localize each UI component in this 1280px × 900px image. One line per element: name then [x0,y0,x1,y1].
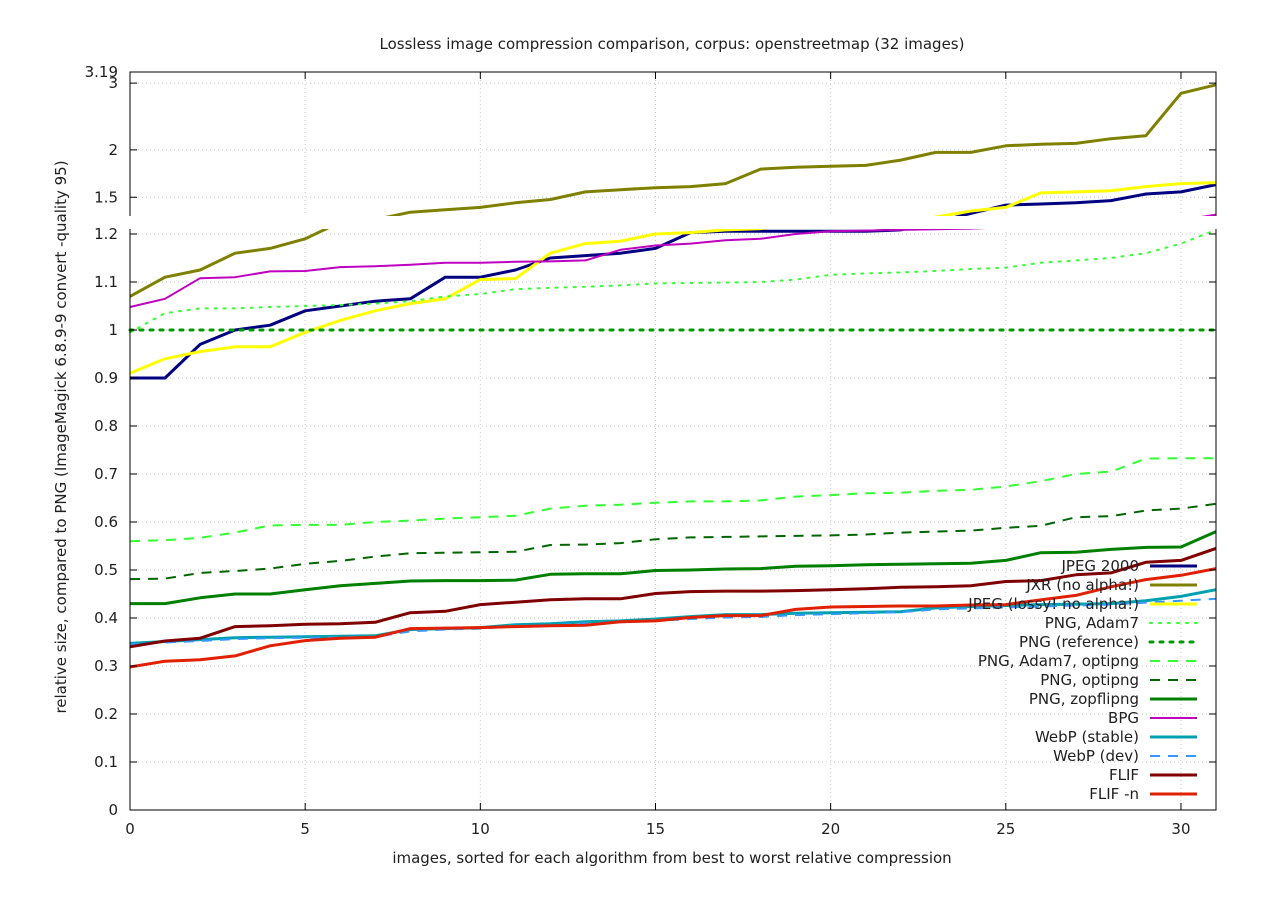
series-line [129,502,1217,581]
legend-label: WebP (stable) [1035,728,1139,746]
series-line [130,530,1217,606]
x-tick-label: 25 [996,820,1015,838]
plot-area-border [129,71,1217,811]
y-tick-label: 3 [108,74,118,92]
legend-label: JPEG 2000 [1060,557,1139,575]
legend-label: JXR (no alpha!) [1025,576,1139,594]
y-tick-label: 0 [108,801,118,819]
y-tick-label: 1.2 [94,225,118,243]
legend-label: PNG (reference) [1019,633,1139,651]
y-tick-label: 1 [108,321,118,339]
series-line [129,181,1217,375]
y-tick-label: 0.1 [94,753,118,771]
y-tick-label: 1.5 [94,188,118,206]
x-tick-label: 30 [1171,820,1190,838]
x-axis-label: images, sorted for each algorithm from b… [392,849,951,867]
legend-label: WebP (dev) [1053,747,1139,765]
legend-label: PNG, zopflipng [1029,690,1139,708]
chart-title: Lossless image compression comparison, c… [380,35,965,53]
x-tick-label: 15 [646,820,665,838]
y-axis-label: relative size, compared to PNG (ImageMag… [52,160,70,713]
gridlines [130,72,1216,810]
axis-break-right [1214,216,1218,229]
y-tick-label: 0.2 [94,705,118,723]
legend-label: JPEG (lossy! no alpha!) [967,595,1139,613]
legend-label: BPG [1108,709,1139,727]
axis-ticks: 0 0.1 0.2 0.3 0.4 0.5 0.6 0.7 0.8 0.9 1 1.1 1.2 1.5 2 3… [85,63,1216,838]
series-line [129,228,1217,334]
y-tick-label: 0.3 [94,657,118,675]
legend-label: PNG, Adam7 [1045,614,1139,632]
series-line [130,183,1217,380]
y-tick-label: 1.1 [94,273,118,291]
y-tick-label: 0.8 [94,417,118,435]
legend-label: FLIF [1109,766,1139,784]
series-lines [128,83,1218,669]
series-line [129,567,1217,669]
axis-break-left [128,216,132,229]
legend-label: FLIF -n [1089,785,1139,803]
y-tick-label: 0.9 [94,369,118,387]
y-tick-label: 2 [108,141,118,159]
plot-frame [124,71,1222,811]
y-tick-label: 0.7 [94,465,118,483]
y-tick-label: 0.4 [94,609,118,627]
legend-label: PNG, optipng [1040,671,1139,689]
y-max-label: 3.19 [85,63,118,81]
y-tick-label: 0.5 [94,561,118,579]
series-line [129,83,1217,298]
series-line [129,546,1217,649]
x-tick-label: 10 [471,820,490,838]
x-tick-label: 0 [125,820,135,838]
legend-label: PNG, Adam7, optipng [978,652,1139,670]
series-line [129,457,1216,543]
y-tick-label: 0.6 [94,513,118,531]
x-tick-label: 5 [300,820,310,838]
axis-break-gap [124,216,1222,229]
x-tick-label: 20 [821,820,840,838]
